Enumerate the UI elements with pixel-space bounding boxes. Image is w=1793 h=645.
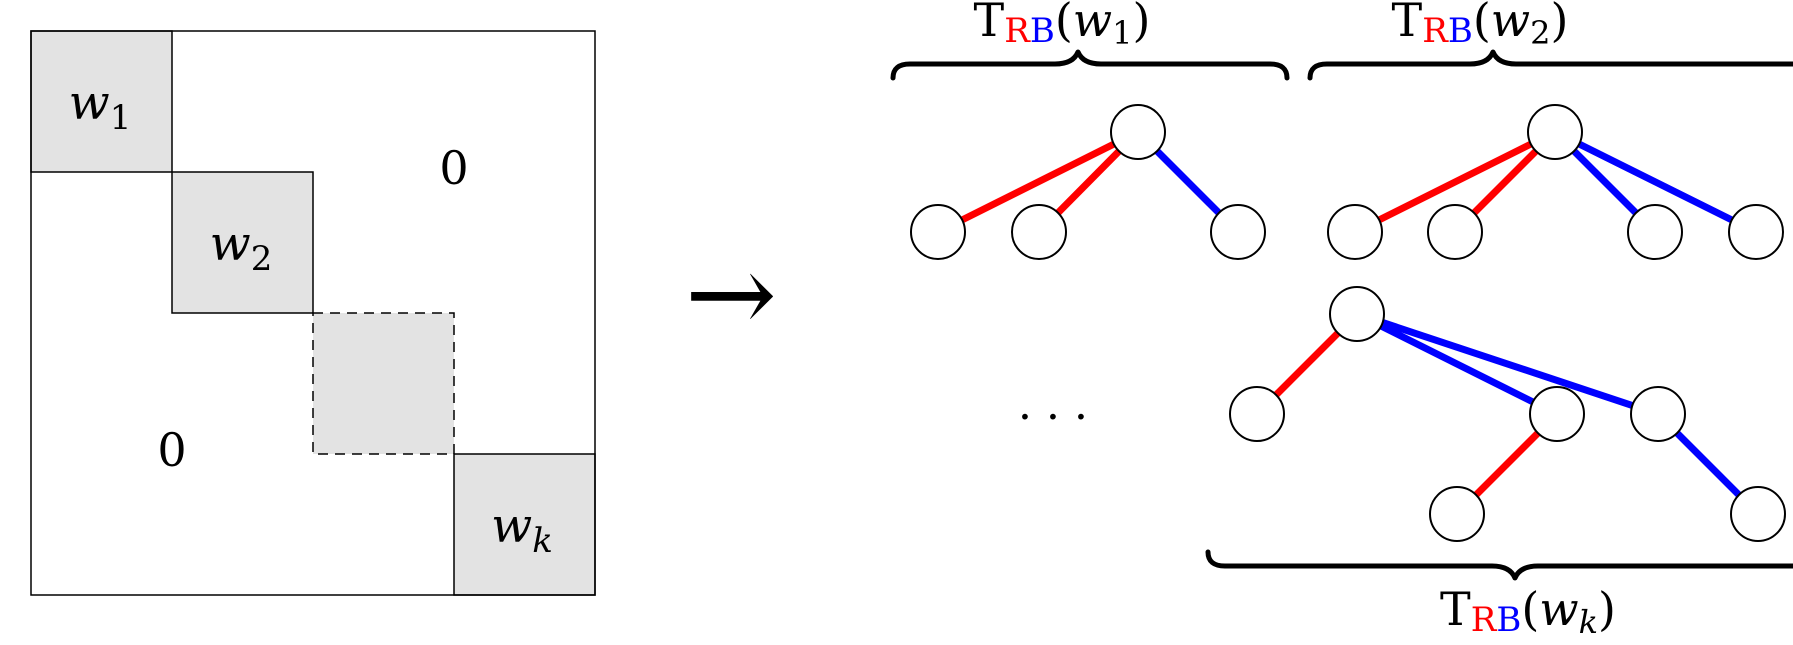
tree-w2 bbox=[1327, 104, 1784, 260]
label-trb-w2: TRB(w2) bbox=[1392, 0, 1569, 52]
tree-node bbox=[1627, 204, 1683, 260]
tree-node bbox=[1210, 204, 1266, 260]
label-trb-w1: TRB(w1) bbox=[974, 0, 1151, 52]
edge-blue bbox=[1553, 128, 1758, 236]
edge-red bbox=[1353, 128, 1557, 236]
tree-node bbox=[910, 204, 966, 260]
block-wk-label: wk bbox=[491, 498, 553, 561]
edge-blue bbox=[1355, 310, 1660, 418]
zero-upper-label: 0 bbox=[439, 141, 468, 195]
tree-node bbox=[1527, 104, 1583, 160]
tree-node bbox=[1730, 486, 1786, 542]
maps-to-arrow: → bbox=[685, 230, 777, 358]
tree-node bbox=[1429, 486, 1485, 542]
tree-node bbox=[1327, 204, 1383, 260]
block-w1-label: w1 bbox=[69, 75, 132, 138]
brace-w2 bbox=[1307, 49, 1793, 81]
tree-node bbox=[1229, 386, 1285, 442]
tree-node bbox=[1011, 204, 1067, 260]
brace-wk bbox=[1205, 549, 1793, 581]
block-w2 bbox=[171, 171, 314, 314]
matrix-outline bbox=[30, 30, 596, 596]
edge-blue bbox=[1355, 310, 1559, 418]
tree-node bbox=[1630, 386, 1686, 442]
tree-node bbox=[1427, 204, 1483, 260]
tree-node bbox=[1110, 104, 1166, 160]
edge-red bbox=[936, 128, 1140, 236]
tree-w1 bbox=[910, 104, 1266, 260]
block-w1 bbox=[30, 30, 173, 173]
brace-w1 bbox=[890, 49, 1290, 81]
block-ellipsis-dashed bbox=[312, 312, 455, 455]
tree-node bbox=[1329, 286, 1385, 342]
zero-lower-label: 0 bbox=[157, 423, 186, 477]
tree-wk bbox=[1229, 286, 1786, 542]
block-matrix: w1 w2 wk 0 0 bbox=[30, 30, 596, 596]
block-wk bbox=[453, 453, 596, 596]
label-trb-wk: TRB(wk) bbox=[1440, 582, 1616, 640]
block-w2-label: w2 bbox=[210, 216, 273, 279]
tree-node bbox=[1529, 386, 1585, 442]
ellipsis: · · · bbox=[1018, 392, 1088, 443]
tree-node bbox=[1728, 204, 1784, 260]
